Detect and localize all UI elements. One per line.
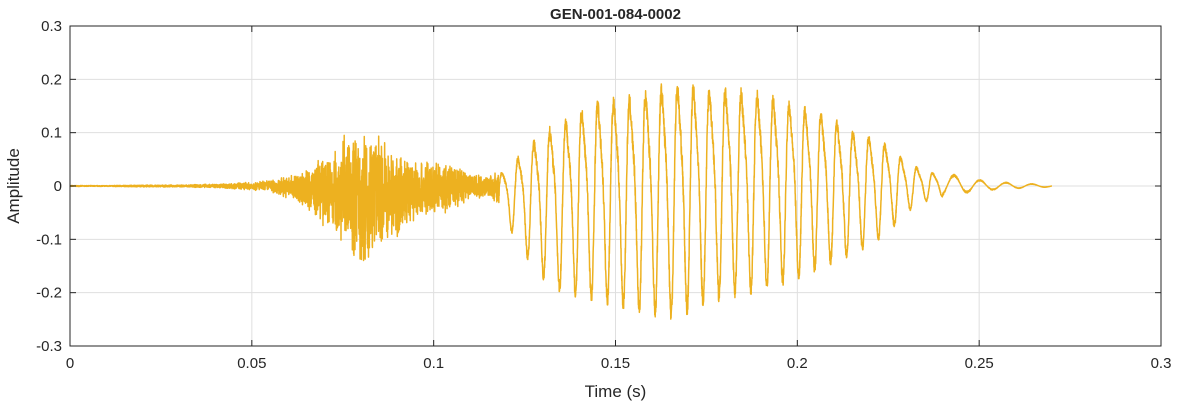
signal-series xyxy=(69,83,1053,320)
y-axis-label: Amplitude xyxy=(4,148,23,224)
x-tick-label: 0.25 xyxy=(965,355,994,372)
y-tick-label: -0.1 xyxy=(36,231,62,248)
signal-line xyxy=(69,83,1053,320)
x-tick-label: 0.1 xyxy=(423,355,444,372)
y-tick-label: 0.2 xyxy=(41,71,62,88)
x-tick-label: 0.15 xyxy=(601,355,630,372)
x-tick-label: 0.05 xyxy=(237,355,266,372)
y-tick-label: -0.3 xyxy=(36,338,62,355)
x-tick-label: 0.3 xyxy=(1151,355,1172,372)
y-tick-label: 0 xyxy=(54,178,62,195)
x-tick-label: 0 xyxy=(66,355,74,372)
y-tick-label: 0.1 xyxy=(41,125,62,142)
y-tick-label: 0.3 xyxy=(41,18,62,35)
x-axis-label: Time (s) xyxy=(585,382,647,401)
chart-title: GEN-001-084-0002 xyxy=(550,6,681,23)
x-tick-label: 0.2 xyxy=(787,355,808,372)
axis-ticks: 0 0.05 0.1 0.15 0.2 0.25 0.3 -0.3 -0.2 -0.1 0 0.1 0.… xyxy=(36,18,1171,372)
y-tick-label: -0.2 xyxy=(36,285,62,302)
